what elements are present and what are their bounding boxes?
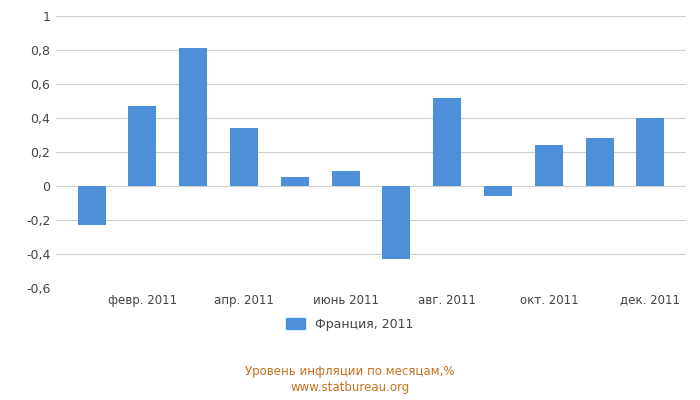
Bar bbox=[78, 186, 106, 225]
Bar bbox=[128, 106, 156, 186]
Bar bbox=[179, 48, 207, 186]
Bar bbox=[382, 186, 410, 259]
Bar bbox=[586, 138, 614, 186]
Bar bbox=[636, 118, 664, 186]
Bar bbox=[484, 186, 512, 196]
Bar bbox=[332, 171, 360, 186]
Bar bbox=[281, 178, 309, 186]
Legend: Франция, 2011: Франция, 2011 bbox=[281, 313, 419, 336]
Text: Уровень инфляции по месяцам,%: Уровень инфляции по месяцам,% bbox=[245, 366, 455, 378]
Bar bbox=[230, 128, 258, 186]
Bar bbox=[433, 98, 461, 186]
Bar bbox=[535, 145, 563, 186]
Text: www.statbureau.org: www.statbureau.org bbox=[290, 382, 410, 394]
